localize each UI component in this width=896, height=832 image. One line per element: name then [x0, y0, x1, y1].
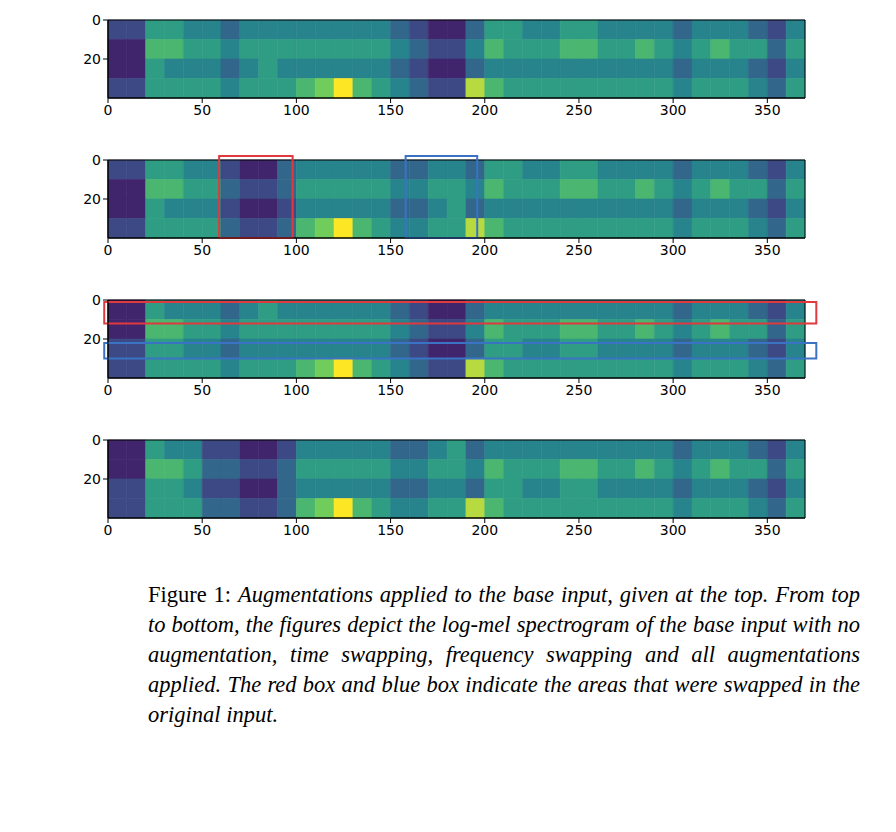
svg-text:350: 350 — [754, 382, 781, 398]
svg-text:300: 300 — [660, 102, 687, 118]
svg-text:350: 350 — [754, 242, 781, 258]
svg-text:150: 150 — [377, 242, 404, 258]
svg-text:50: 50 — [193, 382, 211, 398]
svg-text:20: 20 — [83, 331, 101, 347]
svg-text:20: 20 — [83, 471, 101, 487]
svg-text:350: 350 — [754, 522, 781, 538]
svg-text:150: 150 — [377, 522, 404, 538]
svg-text:100: 100 — [283, 382, 310, 398]
svg-text:0: 0 — [104, 522, 113, 538]
svg-text:0: 0 — [92, 432, 101, 448]
svg-text:0: 0 — [92, 152, 101, 168]
svg-text:150: 150 — [377, 102, 404, 118]
svg-text:100: 100 — [283, 102, 310, 118]
svg-text:100: 100 — [283, 242, 310, 258]
svg-text:200: 200 — [471, 522, 498, 538]
svg-text:50: 50 — [193, 522, 211, 538]
svg-text:20: 20 — [83, 51, 101, 67]
svg-text:150: 150 — [377, 382, 404, 398]
svg-text:200: 200 — [471, 242, 498, 258]
svg-text:0: 0 — [104, 382, 113, 398]
svg-text:0: 0 — [92, 292, 101, 308]
svg-text:250: 250 — [566, 102, 593, 118]
svg-text:300: 300 — [660, 522, 687, 538]
svg-text:50: 50 — [193, 102, 211, 118]
svg-text:20: 20 — [83, 191, 101, 207]
svg-text:300: 300 — [660, 382, 687, 398]
svg-text:0: 0 — [92, 12, 101, 28]
svg-text:250: 250 — [566, 242, 593, 258]
svg-text:200: 200 — [471, 102, 498, 118]
svg-text:300: 300 — [660, 242, 687, 258]
svg-text:0: 0 — [104, 242, 113, 258]
svg-text:0: 0 — [104, 102, 113, 118]
svg-text:250: 250 — [566, 522, 593, 538]
svg-text:350: 350 — [754, 102, 781, 118]
svg-text:250: 250 — [566, 382, 593, 398]
svg-text:50: 50 — [193, 242, 211, 258]
svg-text:200: 200 — [471, 382, 498, 398]
svg-text:100: 100 — [283, 522, 310, 538]
html-text:Figure 1: Augmentations applie: Figure 1: Augmentations applied to the b… — [148, 582, 860, 727]
